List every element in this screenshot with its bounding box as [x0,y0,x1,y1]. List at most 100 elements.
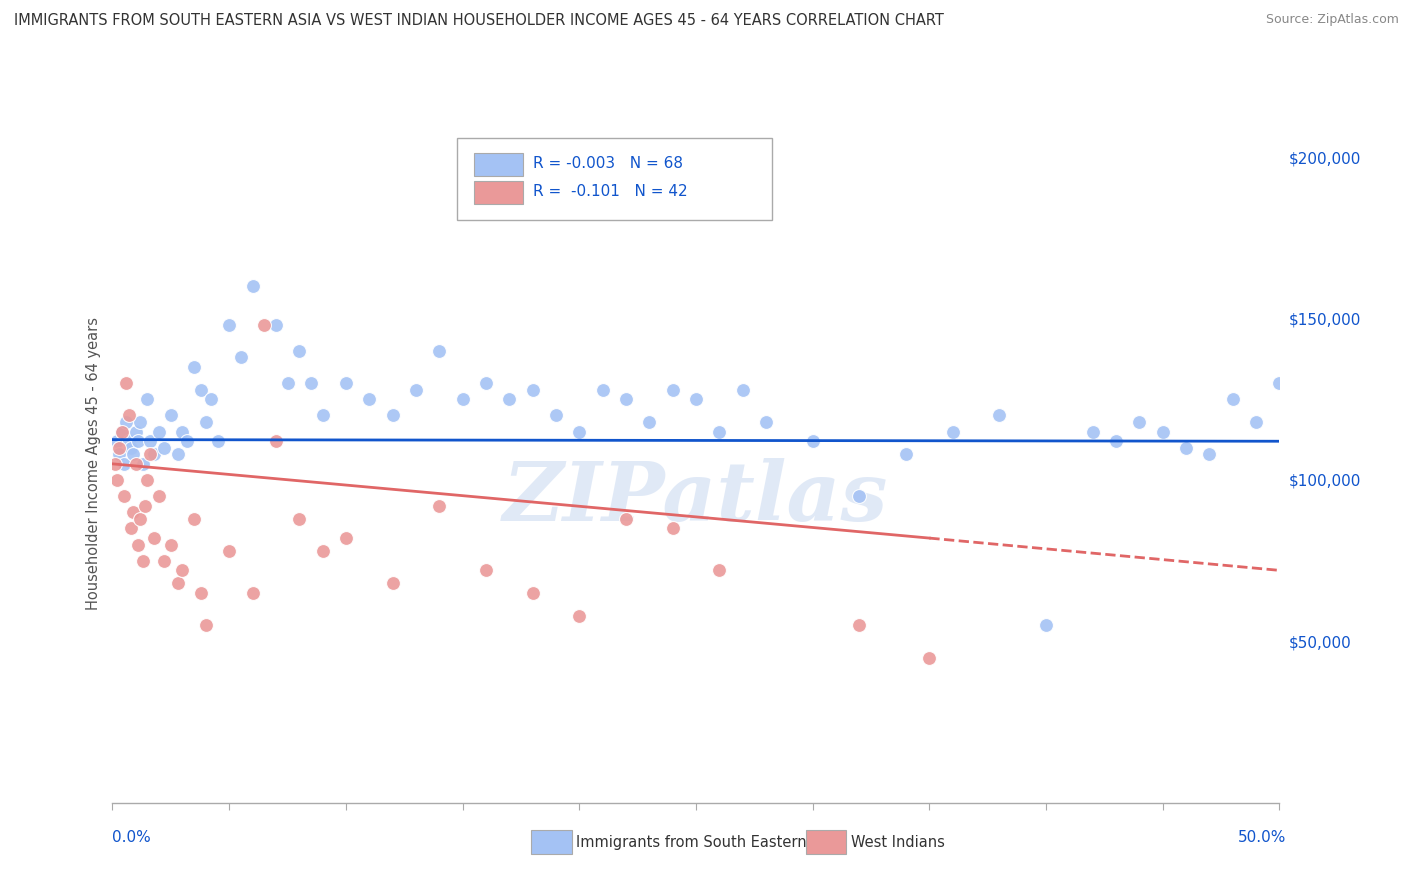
Point [111,425,134,439]
Point [638,415,661,429]
Point [942,425,965,439]
Point [194,415,217,429]
Text: R = -0.003   N = 68: R = -0.003 N = 68 [533,156,682,171]
Point [299,376,322,391]
Point [172,425,194,439]
Point [160,537,183,551]
Point [1081,425,1104,439]
Y-axis label: Householder Income Ages 45 - 64 years: Householder Income Ages 45 - 64 years [86,318,101,610]
Text: 0.0%: 0.0% [112,830,152,845]
Point [118,434,141,449]
Point [148,489,170,503]
Text: West Indians: West Indians [851,835,945,849]
Point [359,392,381,407]
Point [894,447,917,461]
Point [918,650,941,665]
Point [105,434,128,449]
FancyBboxPatch shape [474,181,523,204]
Point [661,521,683,535]
Point [136,473,159,487]
Text: Source: ZipAtlas.com: Source: ZipAtlas.com [1265,13,1399,27]
Point [143,447,166,461]
Point [264,434,287,449]
Point [288,343,311,358]
Point [111,425,134,439]
Point [1128,415,1150,429]
Point [335,376,357,391]
Point [200,392,222,407]
Point [568,425,591,439]
Point [498,392,520,407]
Point [112,457,135,471]
Point [125,425,148,439]
Point [544,409,567,423]
Point [288,512,311,526]
Point [1175,441,1198,455]
Point [311,544,333,558]
Text: 50.0%: 50.0% [1239,830,1286,845]
Point [108,447,131,461]
Point [132,554,155,568]
FancyBboxPatch shape [457,138,772,219]
Point [405,383,427,397]
Point [709,425,731,439]
Text: Immigrants from South Eastern Asia: Immigrants from South Eastern Asia [576,835,842,849]
Point [1244,415,1267,429]
Point [218,544,240,558]
Point [988,409,1011,423]
Point [661,383,683,397]
Point [172,563,194,577]
Point [264,318,287,332]
Point [1105,434,1128,449]
Point [475,376,498,391]
Point [1222,392,1244,407]
Point [160,409,183,423]
Point [207,434,229,449]
Point [194,618,217,632]
Point [311,409,333,423]
Point [183,359,205,374]
Point [105,473,128,487]
Point [1035,618,1057,632]
Point [125,457,148,471]
Point [127,537,149,551]
Point [139,447,162,461]
Point [115,415,138,429]
Point [242,279,264,293]
Point [166,576,188,591]
Point [685,392,707,407]
Point [1198,447,1220,461]
Point [848,489,870,503]
Point [129,415,152,429]
Point [132,457,155,471]
Point [115,376,138,391]
Point [276,376,298,391]
Point [522,383,544,397]
Point [568,608,591,623]
Point [731,383,754,397]
Point [335,531,357,545]
Text: IMMIGRANTS FROM SOUTH EASTERN ASIA VS WEST INDIAN HOUSEHOLDER INCOME AGES 45 - 6: IMMIGRANTS FROM SOUTH EASTERN ASIA VS WE… [14,13,943,29]
FancyBboxPatch shape [474,153,523,176]
Point [218,318,240,332]
Point [122,447,145,461]
Point [127,434,149,449]
Point [451,392,474,407]
Point [592,383,614,397]
Text: R =  -0.101   N = 42: R = -0.101 N = 42 [533,185,688,200]
Point [153,441,176,455]
Point [1268,376,1291,391]
Point [139,434,162,449]
Point [136,392,159,407]
Point [475,563,498,577]
Point [122,505,145,519]
Point [120,441,142,455]
Point [120,521,142,535]
Point [134,499,156,513]
Point [166,447,188,461]
Point [108,441,131,455]
Point [614,392,637,407]
Point [242,586,264,600]
Point [381,409,404,423]
Point [112,489,135,503]
